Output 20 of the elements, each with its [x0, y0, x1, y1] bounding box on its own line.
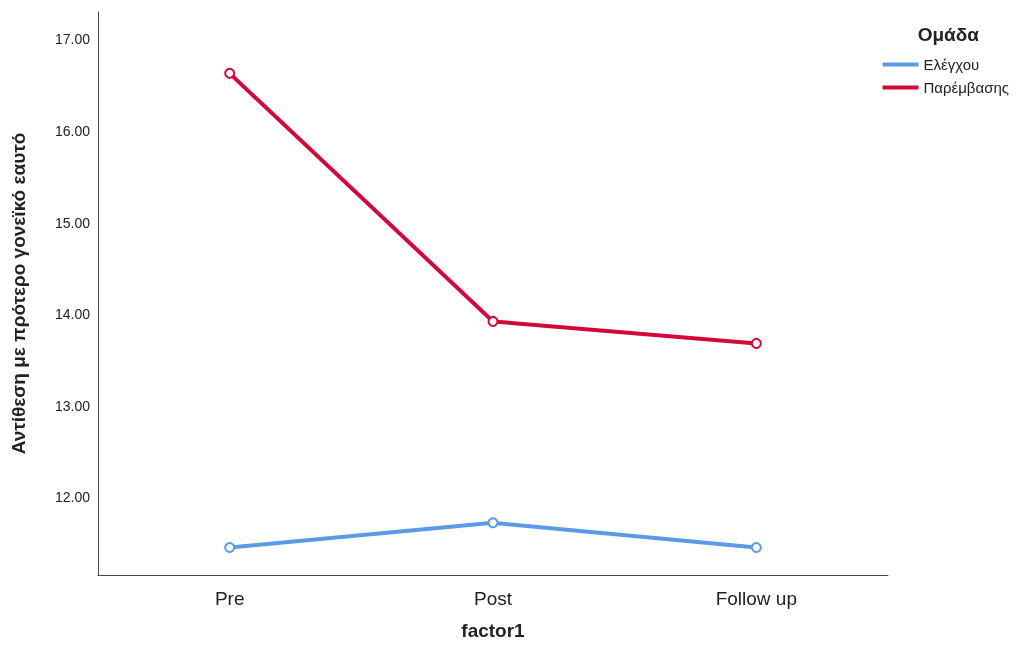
y-axis-title: Αντίθεση με πρότερο γονεϊκό εαυτό	[8, 132, 29, 455]
point	[750, 542, 762, 554]
y-tick-label: 15.00	[54, 214, 91, 231]
point	[750, 337, 762, 349]
legend-title: Ομάδα	[917, 24, 980, 45]
point	[224, 542, 236, 554]
x-axis-title: factor1	[461, 620, 526, 641]
point	[224, 67, 236, 79]
x-tick-label: Follow up	[715, 588, 797, 609]
point	[487, 517, 499, 529]
x-tick-label: Pre	[214, 588, 245, 609]
y-tick-label: 12.00	[54, 489, 91, 506]
legend-label: Ελέγχου	[923, 56, 980, 73]
y-tick-label: 16.00	[54, 123, 91, 140]
y-tick-label: 17.00	[54, 31, 91, 48]
point	[487, 315, 499, 327]
y-tick-label: 13.00	[54, 397, 91, 414]
legend-label: Παρέμβασης	[923, 79, 1009, 96]
y-tick-label: 14.00	[54, 306, 91, 323]
x-tick-label: Post	[473, 588, 513, 609]
